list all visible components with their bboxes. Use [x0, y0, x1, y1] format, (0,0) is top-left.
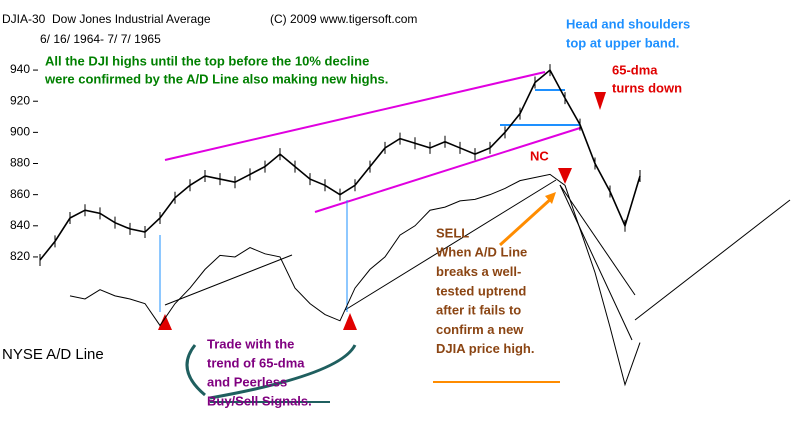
y-tick-label: 880 [10, 156, 30, 170]
series-name: DJIA-30 [2, 12, 46, 26]
subtitle: 6/ 16/ 1964- 7/ 7/ 1965 [40, 32, 161, 46]
series-label: NYSE A/D Line [2, 346, 104, 363]
annotation: breaks a well- [436, 264, 521, 279]
annotation: 65-dma [612, 62, 658, 77]
annotation: were confirmed by the A/D Line also maki… [44, 71, 388, 86]
upper-channel [164, 71, 546, 161]
ad-trendline [344, 179, 557, 311]
y-tick-label: 920 [10, 93, 30, 107]
annotation: All the DJI highs until the top before t… [45, 53, 369, 68]
buy-arrow [158, 314, 172, 330]
annotation: tested uptrend [436, 283, 526, 298]
annotation: SELL [436, 225, 469, 240]
chart-title: Dow Jones Industrial Average [52, 12, 211, 26]
teal-arrow [185, 344, 206, 397]
y-tick-label: 820 [10, 249, 30, 263]
ad-trendline [164, 254, 293, 306]
sell-arrow [558, 168, 572, 184]
buy-arrow [343, 313, 357, 330]
annotation: top at upper band. [566, 35, 679, 50]
annotation: Buy/Sell Signals. [207, 393, 312, 408]
ad-trendline [559, 184, 636, 296]
annotation: and Peerless [207, 374, 287, 389]
copyright: (C) 2009 www.tigersoft.com [270, 12, 417, 26]
lower-channel [314, 127, 581, 213]
annotation: turns down [612, 80, 682, 95]
annotation: trend of 65-dma [207, 355, 305, 370]
y-tick-label: 860 [10, 187, 30, 201]
y-tick-label: 900 [10, 125, 30, 139]
annotation: confirm a new [436, 322, 524, 337]
trendlines [158, 71, 791, 403]
annotation: Trade with the [207, 336, 294, 351]
y-tick-label: 840 [10, 218, 30, 232]
y-tick-label: 940 [10, 62, 30, 76]
annotation: NC [530, 148, 549, 163]
ad-trendline [634, 199, 791, 321]
annotation: Head and shoulders [566, 16, 690, 31]
series-line [69, 173, 641, 387]
orange-arrow [498, 195, 555, 247]
ad-trendline [559, 184, 633, 341]
annotation: DJIA price high. [436, 341, 534, 356]
orange-arrowhead [545, 192, 556, 204]
annotation: When A/D Line [436, 245, 527, 260]
teal-arrow [209, 344, 357, 400]
dma-arrow [594, 92, 606, 110]
annotation: after it fails to [436, 303, 521, 318]
